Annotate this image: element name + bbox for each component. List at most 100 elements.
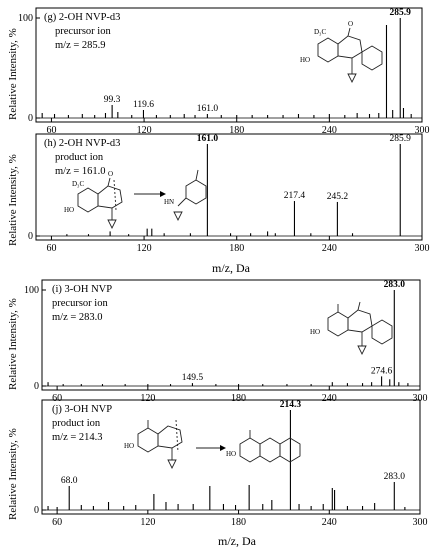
panel-h-arrow xyxy=(134,191,166,197)
svg-text:HO: HO xyxy=(64,206,74,214)
y-tick-label: 100 xyxy=(18,13,33,24)
x-tick-label: 240 xyxy=(322,393,337,404)
peak-label: 68.0 xyxy=(61,476,78,486)
panel-j-mz: m/z = 214.3 xyxy=(52,432,103,443)
panel-j-ion-type: product ion xyxy=(52,418,101,429)
panel-i-peak-labels: 283.0 149.5 274.6 xyxy=(182,280,405,383)
x-tick-label: 120 xyxy=(140,393,155,404)
peak-label: 285.9 xyxy=(390,134,412,144)
panel-h-yticks: 0 xyxy=(28,231,40,242)
x-tick-label: 120 xyxy=(137,243,152,254)
x-tick-label: 60 xyxy=(52,517,62,528)
panel-g-xticks: 60 120 180 240 300 xyxy=(46,118,430,136)
panel-g: Relative Intensity, % (g) 2-OH NVP-d3 pr… xyxy=(7,7,430,136)
y-tick-label: 0 xyxy=(28,231,33,242)
panel-i-ylabel: Relative Intensity, % xyxy=(7,298,19,390)
svg-text:D₃C: D₃C xyxy=(314,28,326,36)
x-tick-label: 60 xyxy=(46,125,56,136)
peak-label: 245.2 xyxy=(327,192,349,202)
panel-h: Relative Intensity, % (h) 2-OH NVP-d3 pr… xyxy=(7,133,430,275)
panel-j-structure: HO xyxy=(124,419,183,470)
panel-h-bars xyxy=(36,144,422,237)
panel-j-xticks: 60 120 180 240 300 xyxy=(52,510,428,528)
svg-text:HN: HN xyxy=(164,198,174,206)
peak-label: 161.0 xyxy=(197,104,219,114)
peak-label: 283.0 xyxy=(384,472,406,482)
svg-text:HO: HO xyxy=(226,450,236,458)
panel-i-mz: m/z = 283.0 xyxy=(52,312,103,323)
panel-g-ion-type: precursor ion xyxy=(55,26,111,37)
panel-h-xticks: 60 120 180 240 300 xyxy=(46,236,430,254)
panel-i-ion-type: precursor ion xyxy=(52,298,108,309)
svg-text:HO: HO xyxy=(300,56,310,64)
x-tick-label: 180 xyxy=(229,243,244,254)
panel-j-peak-labels: 214.3 68.0 283.0 xyxy=(61,400,405,486)
x-tick-label: 60 xyxy=(52,393,62,404)
x-tick-label: 180 xyxy=(229,125,244,136)
panel-j: Relative Intensity, % (j) 3-OH NVP produ… xyxy=(7,399,428,548)
panel-j-arrow xyxy=(196,445,226,451)
panel-i-bars xyxy=(42,290,420,387)
peak-label: 285.9 xyxy=(390,8,412,18)
panel-h-title: (h) 2-OH NVP-d3 xyxy=(44,138,120,149)
x-tick-label: 180 xyxy=(231,393,246,404)
panel-g-frame xyxy=(35,7,423,123)
panel-j-xlabel: m/z, Da xyxy=(218,534,257,548)
peak-label: 214.3 xyxy=(280,400,302,410)
panel-i: Relative Intensity, % (i) 3-OH NVP precu… xyxy=(7,279,428,404)
panel-i-frame xyxy=(41,279,421,391)
x-tick-label: 120 xyxy=(140,517,155,528)
panel-j-ylabel: Relative Intensity, % xyxy=(7,428,19,520)
x-tick-label: 240 xyxy=(322,243,337,254)
panel-i-title: (i) 3-OH NVP xyxy=(52,284,112,295)
x-tick-label: 300 xyxy=(415,243,430,254)
svg-text:O: O xyxy=(108,170,113,178)
panel-h-frame xyxy=(35,133,423,241)
peak-label: 149.5 xyxy=(182,373,204,383)
y-tick-label: 0 xyxy=(28,113,33,124)
panel-h-ion-type: product ion xyxy=(55,152,104,163)
y-tick-label: 0 xyxy=(34,505,39,516)
panel-j-yticks: 0 xyxy=(34,505,46,516)
x-tick-label: 300 xyxy=(415,125,430,136)
peak-label: 283.0 xyxy=(384,280,406,290)
panel-i-yticks: 0 100 xyxy=(24,285,46,392)
panel-g-ylabel: Relative Intensity, % xyxy=(7,28,19,120)
x-tick-label: 60 xyxy=(46,243,56,254)
panel-h-peak-labels: 161.0 285.9 217.4 245.2 xyxy=(197,134,411,202)
panel-g-bars xyxy=(36,18,422,119)
x-tick-label: 180 xyxy=(231,517,246,528)
panel-h-mz: m/z = 161.0 xyxy=(55,166,106,177)
panel-h-xlabel: m/z, Da xyxy=(212,261,251,275)
x-tick-label: 300 xyxy=(413,393,428,404)
peak-label: 119.6 xyxy=(133,100,154,110)
panel-i-xticks: 60 120 180 240 300 xyxy=(52,386,428,404)
x-tick-label: 240 xyxy=(322,125,337,136)
peak-label: 161.0 xyxy=(197,134,219,144)
panel-i-structure: HO xyxy=(310,301,393,356)
panel-g-mz: m/z = 285.9 xyxy=(55,40,106,51)
svg-text:HO: HO xyxy=(124,442,134,450)
x-tick-label: 240 xyxy=(322,517,337,528)
panel-h-structure: D₃C HO O xyxy=(64,170,123,230)
svg-text:O: O xyxy=(348,20,353,28)
y-tick-label: 100 xyxy=(24,285,39,296)
svg-text:D₃C: D₃C xyxy=(72,180,84,188)
panel-g-structure: D₃C HO O xyxy=(300,20,383,84)
peak-label: 274.6 xyxy=(371,366,393,376)
panel-g-title: (g) 2-OH NVP-d3 xyxy=(44,12,120,23)
panel-h-ylabel: Relative Intensity, % xyxy=(7,154,19,246)
x-tick-label: 120 xyxy=(137,125,152,136)
panel-j-fragment-structure: HO xyxy=(226,430,301,463)
panel-h-fragment-structure: HN xyxy=(164,169,207,222)
peak-label: 217.4 xyxy=(284,191,306,201)
panel-g-peak-labels: 99.3 119.6 161.0 285.9 xyxy=(104,8,411,114)
panel-g-yticks: 0 100 xyxy=(18,13,40,124)
x-tick-label: 300 xyxy=(413,517,428,528)
peak-label: 99.3 xyxy=(104,95,121,105)
panel-j-title: (j) 3-OH NVP xyxy=(52,404,112,415)
svg-text:HO: HO xyxy=(310,328,320,336)
panel-j-frame xyxy=(41,399,421,515)
y-tick-label: 0 xyxy=(34,381,39,392)
